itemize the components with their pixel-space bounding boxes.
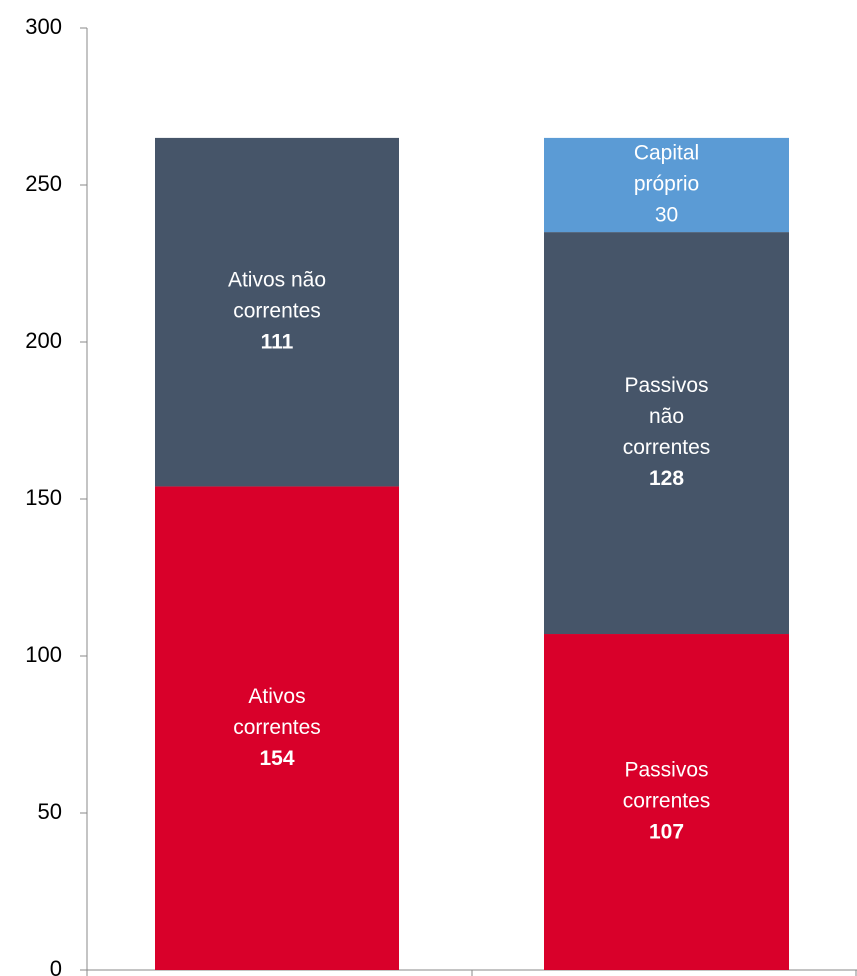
bar-segment: [544, 137, 789, 233]
value-label: 30: [655, 204, 678, 227]
segment-label: Passivos: [624, 759, 708, 782]
segment-label: Capital: [634, 142, 699, 165]
y-tick-label: 150: [25, 485, 62, 510]
segment-label: correntes: [623, 436, 711, 459]
y-tick-label: 250: [25, 171, 62, 196]
y-tick-label: 200: [25, 328, 62, 353]
segment-label: Ativos: [248, 685, 305, 708]
segment-label: correntes: [233, 300, 321, 323]
segment-label: Passivos: [624, 374, 708, 397]
segment-label: Ativos não: [228, 269, 326, 292]
bar-segment: [155, 486, 399, 970]
segment-label: correntes: [623, 790, 711, 813]
bar-segment: [544, 634, 789, 970]
value-label: 107: [649, 821, 684, 844]
segment-label: próprio: [634, 173, 699, 196]
value-label: 128: [649, 467, 684, 490]
y-tick-label: 300: [25, 14, 62, 39]
value-label: 154: [259, 747, 294, 770]
segment-label: não: [649, 405, 684, 428]
bar-segment: [155, 137, 399, 487]
value-label: 111: [261, 331, 294, 354]
segment-label: correntes: [233, 716, 321, 739]
y-tick-label: 50: [38, 799, 62, 824]
y-tick-label: 100: [25, 642, 62, 667]
bar-segment: [544, 232, 789, 635]
y-tick-label: 0: [50, 956, 62, 976]
